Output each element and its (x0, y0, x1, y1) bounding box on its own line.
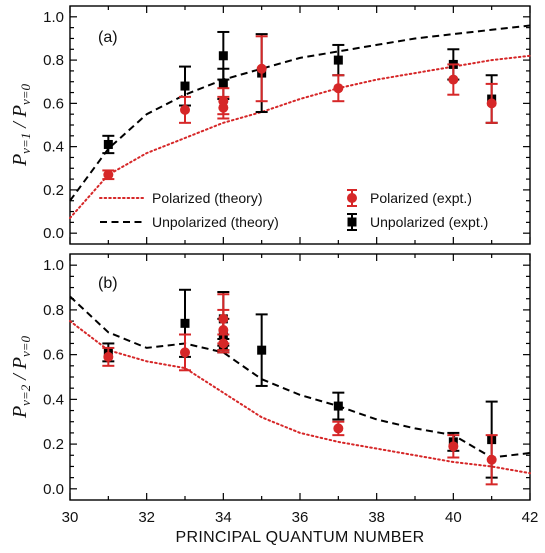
data-point-polarized (485, 82, 498, 124)
y-tick-label: 0.2 (43, 182, 64, 199)
data-point-unpolarized (255, 313, 268, 387)
x-axis-label: PRINCIPAL QUANTUM NUMBER (176, 529, 425, 546)
circle-marker (448, 74, 459, 85)
data-point-polarized (447, 63, 460, 96)
x-tick-label: 36 (292, 509, 309, 526)
panel-b: 30 32 34 36 38 40 42 0.0 0.2 0.4 0.6 0.8 1.0 (b) Pν=… (9, 253, 538, 526)
panel-a: 0.0 0.2 0.4 0.6 0.8 1.0 (a) Polarized (theory… (9, 5, 531, 245)
series-line-polarized-theory (69, 320, 531, 475)
y-tick-label: 0.0 (43, 481, 64, 498)
legend-circle-marker (347, 193, 357, 203)
data-point-unpolarized (332, 391, 345, 421)
data-point-polarized (179, 333, 191, 372)
x-tick-label: 42 (522, 509, 539, 526)
y-axis-label: Pν=2 / Pν=0 (9, 335, 33, 419)
y-tick-label: 0.8 (43, 302, 64, 319)
data-point-polarized (447, 434, 460, 459)
y-tick-label: 0.6 (43, 95, 64, 112)
legend-label: Polarized (expt.) (370, 190, 472, 206)
x-tick-label: 34 (215, 509, 232, 526)
square-marker (180, 81, 190, 91)
legend-entry: Unpolarized (theory) (100, 214, 279, 230)
y-tick-label: 1.0 (43, 257, 64, 274)
circle-marker (103, 169, 114, 180)
circle-marker (486, 454, 497, 465)
data-point-unpolarized (102, 134, 115, 155)
circle-marker (103, 351, 114, 362)
y-tick-label: 0.4 (43, 139, 64, 156)
y-tick-label: 0.2 (43, 436, 64, 453)
y-tick-label: 0.6 (43, 347, 64, 364)
circle-marker (218, 338, 229, 349)
data-point-unpolarized (332, 43, 345, 77)
data-point-polarized (255, 35, 268, 103)
circle-marker (218, 325, 229, 336)
data-point-polarized (332, 74, 345, 103)
panel-a-ticks: 0.0 0.2 0.4 0.6 0.8 1.0 (43, 6, 531, 244)
square-marker (103, 139, 113, 149)
circle-marker (333, 423, 344, 434)
circle-marker (180, 347, 190, 358)
y-tick-label: 1.0 (43, 9, 64, 26)
series-line-unpolarized-theory (69, 24, 531, 202)
panel-a-ylabel: Pν=1 / Pν=0 (9, 83, 33, 167)
panel-b-expt-points (102, 288, 498, 486)
panel-b-label: (b) (98, 275, 118, 292)
circle-marker (333, 83, 344, 94)
legend-label: Unpolarized (expt.) (370, 214, 488, 230)
circle-marker (256, 63, 267, 74)
y-tick-label: 0.8 (43, 52, 64, 69)
data-point-polarized (485, 434, 498, 486)
data-point-polarized (217, 333, 230, 354)
legend-entry: Unpolarized (expt.) (347, 213, 488, 231)
panel-b-ticks: 30 32 34 36 38 40 42 0.0 0.2 0.4 0.6 0.8 1.0 (43, 254, 538, 526)
panel-a-expt-points (102, 30, 498, 181)
data-point-polarized (179, 95, 191, 124)
panel-a-legend: Polarized (theory) Unpolarized (theory) Po… (99, 189, 488, 231)
x-tick-label: 32 (138, 509, 155, 526)
square-marker (180, 318, 190, 328)
data-point-polarized (102, 169, 115, 181)
panel-a-label: (a) (98, 29, 118, 46)
x-tick-label: 40 (445, 509, 462, 526)
panel-a-frame (69, 5, 531, 245)
square-marker (218, 51, 228, 61)
panel-b-theory-lines (69, 295, 531, 475)
x-tick-label: 30 (62, 509, 79, 526)
legend-square-marker (347, 217, 357, 227)
legend-label: Polarized (theory) (152, 190, 263, 206)
circle-marker (218, 102, 229, 113)
square-marker (333, 55, 343, 65)
data-point-polarized (217, 95, 230, 120)
data-point-polarized (332, 420, 345, 437)
circle-marker (486, 98, 497, 109)
square-marker (257, 345, 267, 355)
y-tick-label: 0.4 (43, 391, 64, 408)
legend-entry: Polarized (theory) (99, 190, 263, 206)
panel-a-theory-lines (69, 24, 531, 219)
legend-label: Unpolarized (theory) (152, 214, 279, 230)
square-marker (333, 401, 343, 411)
circle-marker (180, 104, 190, 115)
square-marker (218, 79, 228, 89)
legend-entry: Polarized (expt.) (347, 189, 472, 207)
y-tick-label: 0.0 (43, 225, 64, 242)
y-axis-label: Pν=1 / Pν=0 (9, 83, 33, 167)
panel-b-ylabel: Pν=2 / Pν=0 (9, 335, 33, 419)
x-tick-label: 38 (368, 509, 385, 526)
data-point-polarized (102, 346, 115, 367)
circle-marker (448, 441, 459, 452)
series-line-polarized-theory (69, 54, 531, 219)
